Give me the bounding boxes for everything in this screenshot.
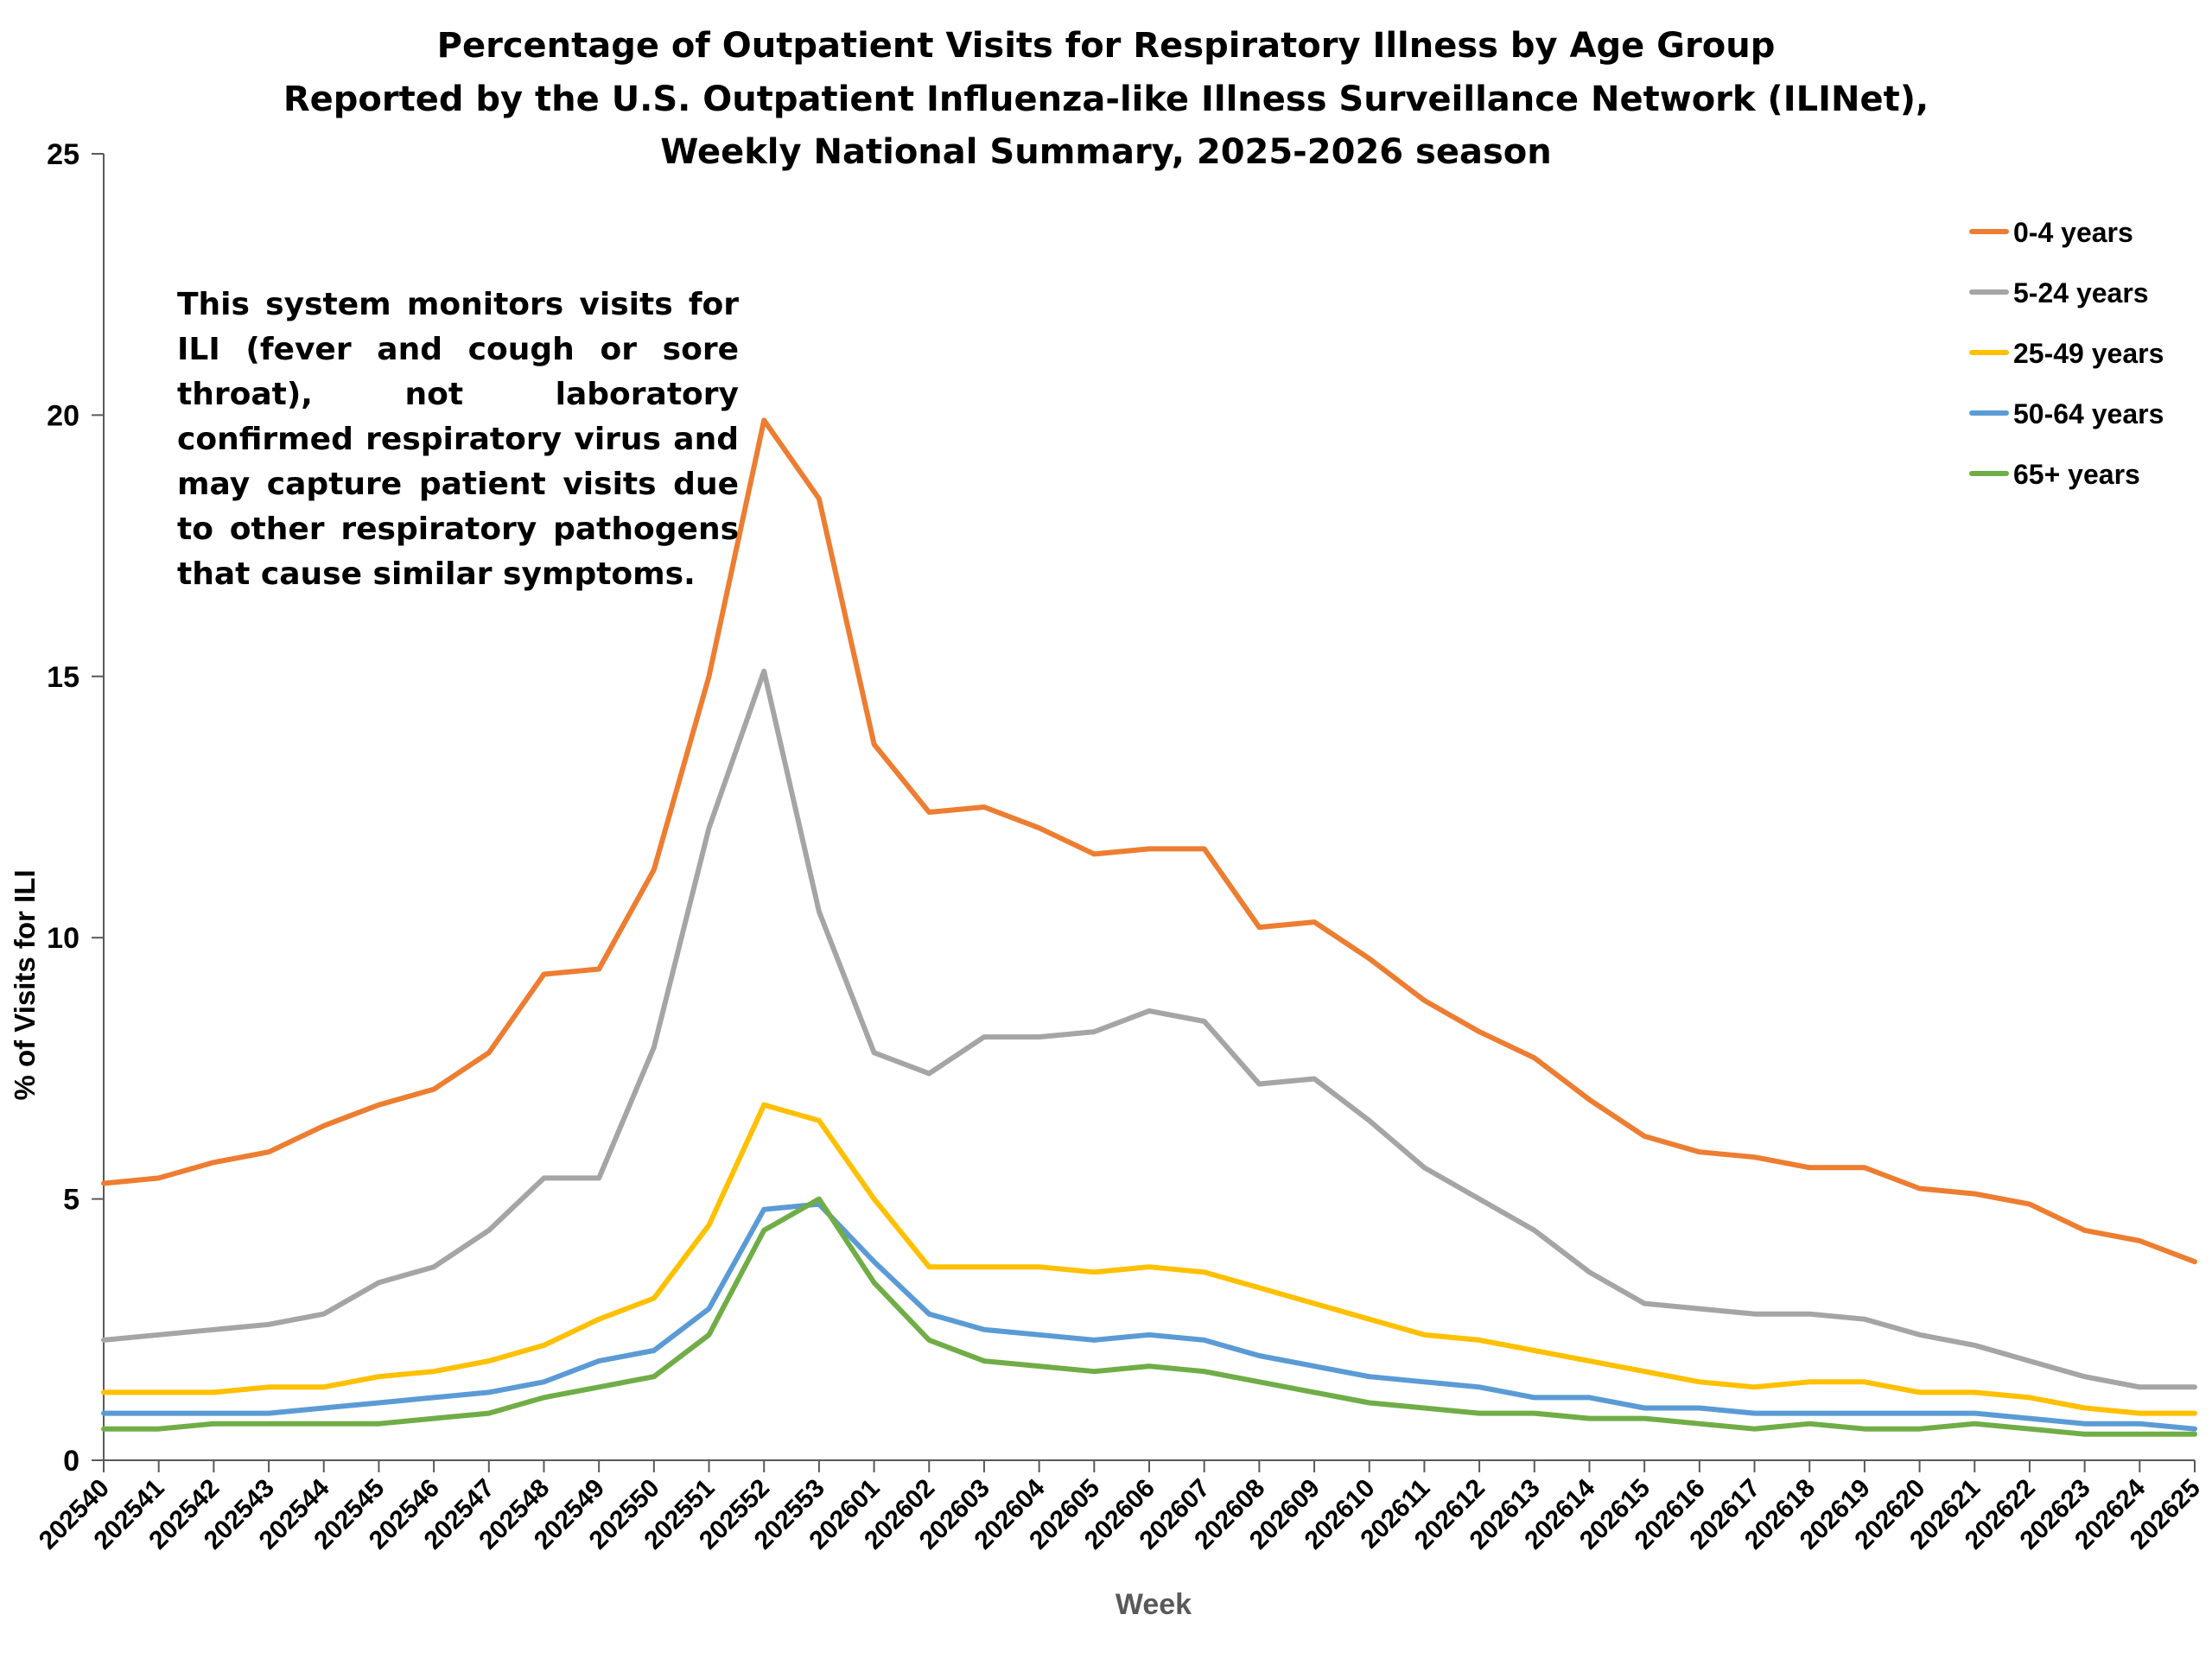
series-line-65plus-years [101, 1196, 2197, 1437]
y-axis-label: % of Visits for ILI [9, 869, 41, 1100]
series-line-25-49-years [101, 1102, 2197, 1416]
y-tick-label: 15 [47, 661, 79, 694]
x-axis-label: Week [1116, 1588, 1192, 1621]
y-tick-label: 5 [63, 1184, 79, 1217]
legend-label: 65+ years [2013, 459, 2140, 490]
legend: 0-4 years 5-24 years 25-49 years 50-64 year… [1969, 217, 2164, 490]
legend-label: 25-49 years [2013, 338, 2164, 369]
y-tick-label: 20 [47, 399, 79, 432]
surveillance-note: This system monitors visits for ILI (fev… [177, 287, 739, 592]
legend-label: 0-4 years [2013, 217, 2133, 248]
series-lines [101, 417, 2197, 1437]
series-line-50-64-years [101, 1201, 2197, 1432]
y-tick-label: 0 [63, 1445, 79, 1478]
y-tick-label: 25 [47, 138, 79, 171]
chart-title-line-2: Reported by the U.S. Outpatient Influenz… [283, 79, 1929, 119]
legend-label: 5-24 years [2013, 277, 2149, 308]
series-line-0-4-years [101, 417, 2197, 1265]
chart-title-line-1: Percentage of Outpatient Visits for Resp… [436, 26, 1776, 66]
chart-title-line-3: Weekly National Summary, 2025-2026 seaso… [660, 132, 1552, 172]
series-line-5-24-years [101, 668, 2197, 1390]
y-tick-label: 10 [47, 922, 79, 955]
legend-label: 50-64 years [2013, 398, 2164, 429]
